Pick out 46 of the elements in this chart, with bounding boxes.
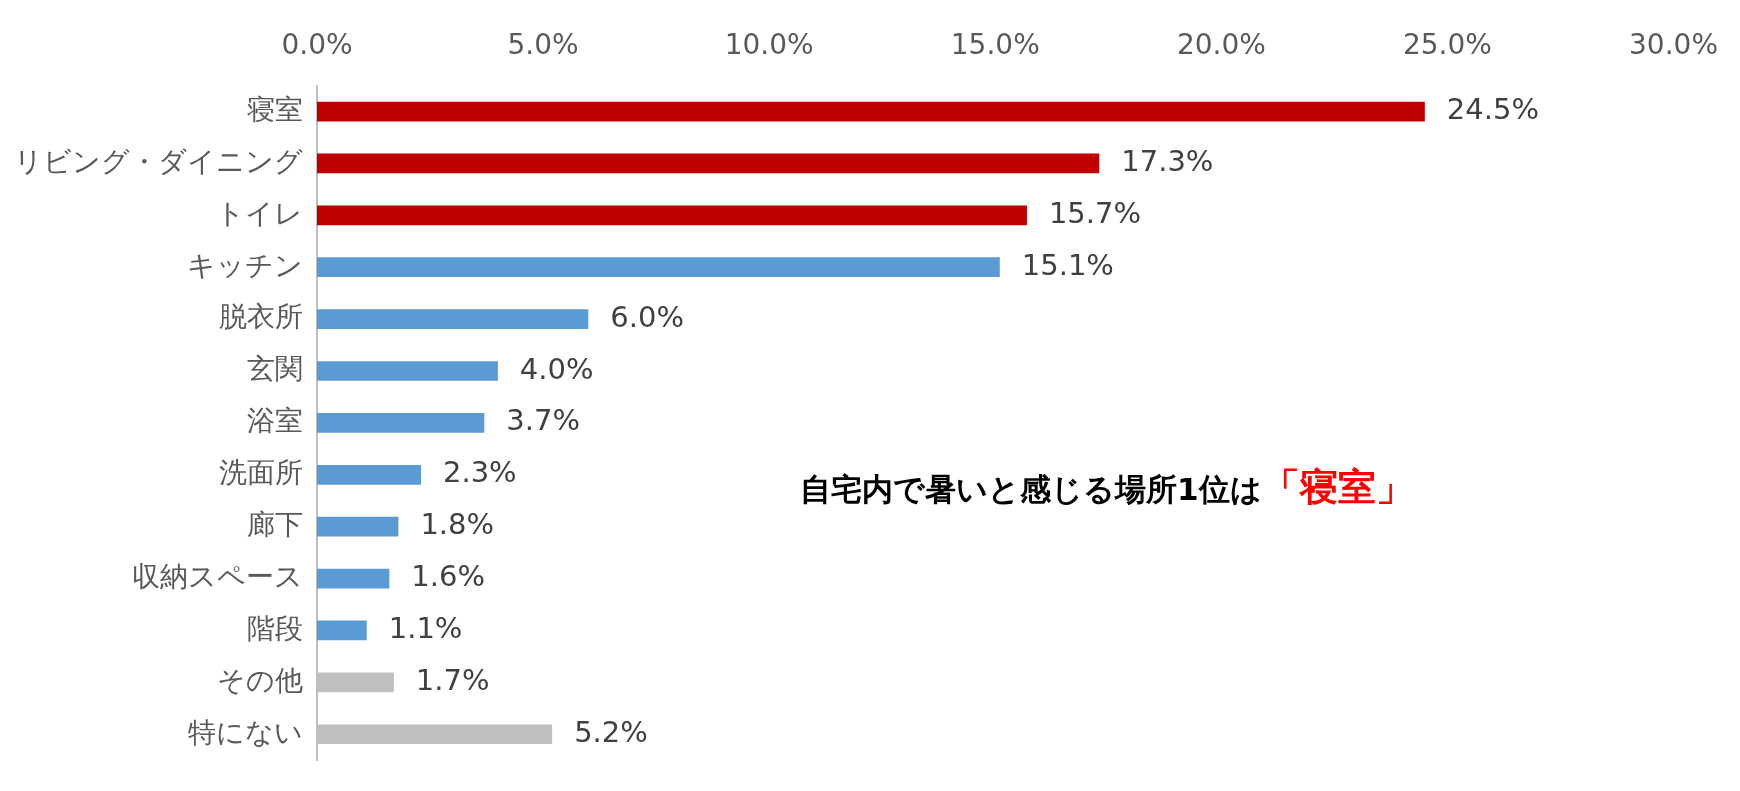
- data-label: 15.1%: [1021, 247, 1114, 282]
- y-tick-label: キッチン: [187, 248, 303, 282]
- data-label: 15.7%: [1048, 195, 1142, 230]
- annotation: 自宅内で暑いと感じる場所1位は: [800, 471, 1262, 507]
- x-tick-label: 5.0%: [507, 28, 579, 62]
- data-label: 6.0%: [610, 299, 684, 334]
- annotation: 「寝室」: [1261, 465, 1414, 509]
- x-tick-label: 10.0%: [724, 28, 814, 62]
- data-label: 3.7%: [506, 403, 580, 438]
- x-tick-label: 20.0%: [1176, 28, 1266, 62]
- bar: [317, 101, 1425, 122]
- y-tick-label: 廊下: [247, 507, 303, 541]
- bar: [317, 620, 367, 641]
- x-tick-label: 0.0%: [281, 28, 353, 62]
- data-label: 5.2%: [574, 714, 648, 749]
- y-tick-label: トイレ: [216, 196, 303, 230]
- x-tick-label: 25.0%: [1402, 28, 1492, 62]
- bar: [317, 153, 1100, 174]
- data-label: 4.0%: [519, 351, 594, 386]
- y-tick-label: 階段: [247, 611, 303, 645]
- y-tick-label: 玄関: [247, 352, 303, 386]
- y-tick-label: 収納スペース: [132, 559, 303, 593]
- y-tick-label: 寝室: [247, 92, 303, 126]
- y-tick-label: 浴室: [247, 404, 303, 438]
- bar: [317, 309, 589, 329]
- bar: [317, 464, 421, 485]
- y-tick-label: リビング・ダイニング: [14, 144, 303, 178]
- x-tick-label: 30.0%: [1629, 28, 1718, 62]
- data-label: 1.6%: [411, 559, 486, 594]
- data-label: 2.3%: [443, 455, 517, 490]
- bar: [317, 516, 399, 537]
- x-tick-label: 15.0%: [950, 28, 1040, 62]
- y-tick-label: 洗面所: [219, 456, 303, 490]
- y-tick-label: その他: [217, 663, 303, 697]
- bar: [317, 568, 390, 589]
- data-label: 1.7%: [415, 662, 490, 697]
- bar: [317, 361, 498, 381]
- data-label: 17.3%: [1121, 143, 1214, 178]
- data-label: 24.5%: [1446, 92, 1539, 127]
- data-label: 1.1%: [388, 611, 463, 645]
- bar: [317, 205, 1027, 226]
- bar: [317, 413, 485, 433]
- bar: [317, 257, 1000, 278]
- y-tick-label: 脱衣所: [219, 300, 303, 334]
- y-tick-label: 特にない: [188, 715, 303, 749]
- data-label: 1.8%: [420, 507, 495, 542]
